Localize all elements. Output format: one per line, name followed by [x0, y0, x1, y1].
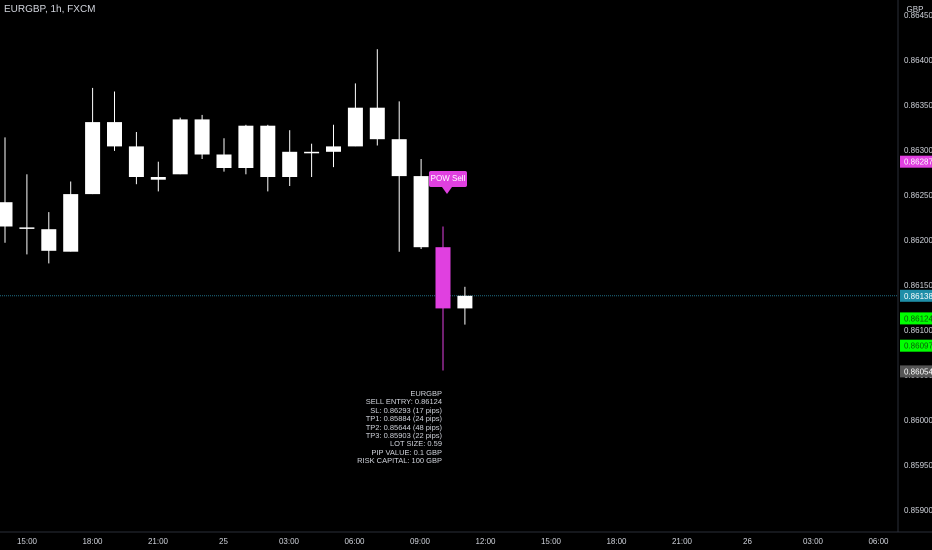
y-tick-label: 0.86300: [904, 146, 932, 155]
candle-body: [435, 247, 451, 309]
candle-body: [194, 119, 210, 155]
candle-body: [107, 122, 122, 147]
y-tick-label: 0.86200: [904, 236, 932, 245]
x-tick-label: 12:00: [475, 537, 496, 546]
price-tag-label-signal: 0.86287: [904, 158, 932, 167]
candle: [435, 226, 451, 371]
y-tick-label: 0.86250: [904, 191, 932, 200]
symbol-header[interactable]: EURGBP, 1h, FXCM: [4, 4, 96, 15]
candle: [128, 132, 144, 185]
x-tick-label: 03:00: [803, 537, 824, 546]
x-tick-label: 15:00: [17, 537, 38, 546]
candle: [63, 181, 79, 252]
info-line: TP3: 0.85903 (22 pips): [365, 431, 442, 441]
info-line: SELL ENTRY: 0.86124: [365, 397, 442, 407]
candle-body: [150, 177, 166, 180]
price-tag-label-current: 0.86138: [904, 292, 932, 301]
y-tick-label: 0.86150: [904, 281, 932, 290]
candle: [391, 101, 407, 252]
x-tick-label: 18:00: [606, 537, 627, 546]
candle-body: [304, 151, 320, 154]
candle: [194, 114, 210, 159]
info-line: EURGBP: [410, 389, 442, 398]
y-tick-label: 0.85900: [904, 506, 932, 515]
price-tag-signal: [900, 155, 932, 168]
x-tick-label: 21:00: [672, 537, 693, 546]
candle-body: [238, 125, 254, 168]
candle: [216, 138, 232, 172]
candle: [326, 124, 341, 168]
x-tick-label: 15:00: [541, 537, 562, 546]
info-line: RISK CAPITAL: 100 GBP: [357, 456, 442, 466]
candle-body: [369, 107, 385, 140]
price-tag-label-low: 0.86054: [904, 367, 932, 376]
candle: [260, 124, 276, 192]
x-tick-label: 03:00: [279, 537, 300, 546]
candle-body: [282, 151, 298, 177]
candle: [19, 174, 35, 255]
candle-body: [63, 194, 79, 252]
candle: [85, 87, 101, 195]
info-line: TP2: 0.85644 (48 pips): [365, 422, 442, 432]
y-tick-label: 0.86400: [904, 56, 932, 65]
candle-body: [413, 176, 429, 248]
candle: [413, 159, 429, 249]
candle-body: [457, 295, 473, 309]
candle: [172, 117, 188, 175]
candle: [107, 91, 122, 151]
price-tag-label-green1: 0.86124: [904, 314, 932, 323]
candle: [369, 49, 385, 146]
candle-body: [216, 154, 232, 168]
candle-body: [172, 119, 188, 175]
candle-body: [85, 122, 101, 195]
pow-sell-signal: POW Sell: [429, 171, 467, 187]
price-tag-label-green2: 0.86097: [904, 342, 932, 351]
signal-arrow-icon: [442, 187, 452, 194]
candle-body: [326, 146, 341, 152]
x-tick-label: 21:00: [148, 537, 169, 546]
x-tick-label: 06:00: [344, 537, 365, 546]
x-tick-label: 06:00: [868, 537, 889, 546]
candle-body: [19, 227, 35, 229]
x-tick-label: 26: [743, 537, 752, 546]
price-tag-green1: [900, 312, 932, 325]
candle: [238, 124, 254, 175]
y-tick-label: 0.86000: [904, 416, 932, 425]
price-tag-green2: [900, 339, 932, 352]
price-tag-low: [900, 365, 932, 378]
currency-label: GBP: [907, 5, 924, 14]
candle-body: [0, 202, 13, 227]
candle: [347, 83, 363, 147]
info-line: PIP VALUE: 0.1 GBP: [371, 447, 442, 457]
candle-body: [260, 125, 276, 177]
candle: [150, 161, 166, 192]
y-tick-label: 0.86350: [904, 101, 932, 110]
info-line: TP1: 0.85884 (24 pips): [365, 414, 442, 424]
price-tag-current: [900, 289, 932, 302]
info-line: LOT SIZE: 0.59: [390, 439, 442, 449]
candle-body: [391, 139, 407, 177]
candle-body: [128, 146, 144, 177]
y-tick-label: 0.86100: [904, 326, 932, 335]
candle: [41, 212, 57, 264]
x-tick-label: 18:00: [82, 537, 103, 546]
trade-info-panel: EURGBP SELL ENTRY: 0.86124 SL: 0.86293 (…: [340, 389, 442, 466]
candle-body: [347, 107, 363, 147]
x-tick-label: 09:00: [410, 537, 431, 546]
candle-body: [41, 229, 57, 251]
candles-layer: [0, 49, 473, 371]
candle: [0, 137, 13, 243]
candle: [282, 130, 298, 186]
candle: [457, 286, 473, 325]
candle: [304, 143, 320, 177]
y-tick-label: 0.86450: [904, 11, 932, 20]
x-tick-label: 25: [219, 537, 228, 546]
info-line: SL: 0.86293 (17 pips): [370, 405, 442, 415]
y-tick-label: 0.85950: [904, 461, 932, 470]
